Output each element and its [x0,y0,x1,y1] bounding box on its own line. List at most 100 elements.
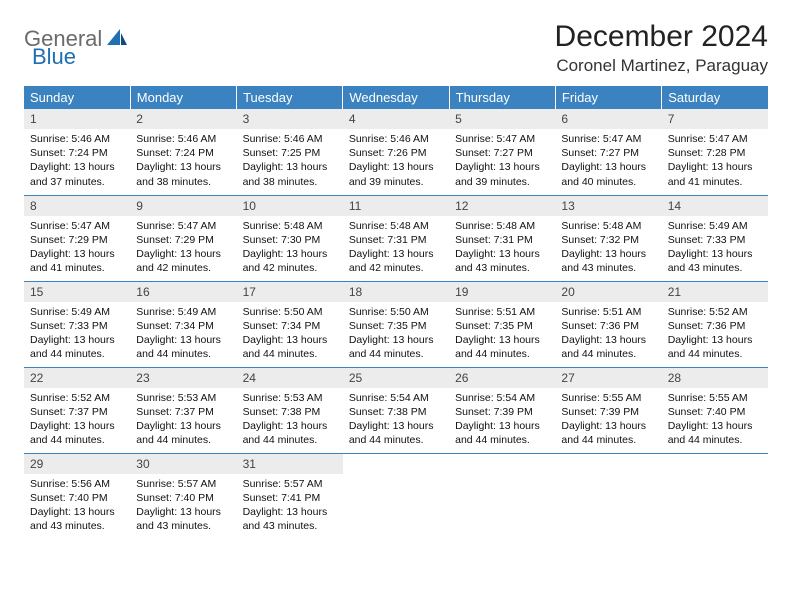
daylight-text: Daylight: 13 hours and 42 minutes. [243,247,337,275]
daylight-text: Daylight: 13 hours and 44 minutes. [349,333,443,361]
location-text: Coronel Martinez, Paraguay [555,56,768,76]
day-body: Sunrise: 5:47 AMSunset: 7:27 PMDaylight:… [555,129,661,193]
sunrise-text: Sunrise: 5:47 AM [668,132,762,146]
day-number: 3 [237,109,343,129]
sunrise-text: Sunrise: 5:48 AM [243,219,337,233]
sunrise-text: Sunrise: 5:57 AM [243,477,337,491]
daylight-text: Daylight: 13 hours and 44 minutes. [561,333,655,361]
sunrise-text: Sunrise: 5:46 AM [136,132,230,146]
sunset-text: Sunset: 7:40 PM [30,491,124,505]
daylight-text: Daylight: 13 hours and 43 minutes. [668,247,762,275]
sunset-text: Sunset: 7:37 PM [136,405,230,419]
daylight-text: Daylight: 13 hours and 44 minutes. [243,419,337,447]
daylight-text: Daylight: 13 hours and 42 minutes. [136,247,230,275]
sunrise-text: Sunrise: 5:53 AM [243,391,337,405]
month-title: December 2024 [555,20,768,54]
calendar-day-cell [555,453,661,539]
daylight-text: Daylight: 13 hours and 43 minutes. [136,505,230,533]
calendar-day-cell [343,453,449,539]
day-number: 12 [449,196,555,216]
daylight-text: Daylight: 13 hours and 44 minutes. [455,333,549,361]
calendar-day-cell: 7Sunrise: 5:47 AMSunset: 7:28 PMDaylight… [662,109,768,195]
sunrise-text: Sunrise: 5:47 AM [136,219,230,233]
calendar-table: Sunday Monday Tuesday Wednesday Thursday… [24,86,768,539]
day-number: 4 [343,109,449,129]
daylight-text: Daylight: 13 hours and 39 minutes. [349,160,443,188]
calendar-day-cell [662,453,768,539]
sunrise-text: Sunrise: 5:46 AM [30,132,124,146]
day-number: 25 [343,368,449,388]
sunrise-text: Sunrise: 5:48 AM [561,219,655,233]
calendar-week-row: 15Sunrise: 5:49 AMSunset: 7:33 PMDayligh… [24,281,768,367]
day-body: Sunrise: 5:46 AMSunset: 7:26 PMDaylight:… [343,129,449,193]
day-number: 16 [130,282,236,302]
calendar-day-cell: 26Sunrise: 5:54 AMSunset: 7:39 PMDayligh… [449,367,555,453]
calendar-day-cell: 21Sunrise: 5:52 AMSunset: 7:36 PMDayligh… [662,281,768,367]
day-number: 13 [555,196,661,216]
day-body: Sunrise: 5:48 AMSunset: 7:32 PMDaylight:… [555,216,661,280]
daylight-text: Daylight: 13 hours and 38 minutes. [243,160,337,188]
day-body: Sunrise: 5:47 AMSunset: 7:29 PMDaylight:… [24,216,130,280]
calendar-day-cell: 12Sunrise: 5:48 AMSunset: 7:31 PMDayligh… [449,195,555,281]
day-body: Sunrise: 5:49 AMSunset: 7:33 PMDaylight:… [24,302,130,366]
weekday-header: Friday [555,86,661,109]
calendar-day-cell: 3Sunrise: 5:46 AMSunset: 7:25 PMDaylight… [237,109,343,195]
sunset-text: Sunset: 7:28 PM [668,146,762,160]
day-number: 23 [130,368,236,388]
weekday-header: Tuesday [237,86,343,109]
day-number: 15 [24,282,130,302]
sunset-text: Sunset: 7:38 PM [349,405,443,419]
sunset-text: Sunset: 7:31 PM [455,233,549,247]
daylight-text: Daylight: 13 hours and 44 minutes. [30,333,124,361]
daylight-text: Daylight: 13 hours and 39 minutes. [455,160,549,188]
day-body: Sunrise: 5:48 AMSunset: 7:31 PMDaylight:… [343,216,449,280]
daylight-text: Daylight: 13 hours and 43 minutes. [30,505,124,533]
day-number: 7 [662,109,768,129]
calendar-day-cell: 2Sunrise: 5:46 AMSunset: 7:24 PMDaylight… [130,109,236,195]
sunrise-text: Sunrise: 5:49 AM [30,305,124,319]
day-number: 11 [343,196,449,216]
sunrise-text: Sunrise: 5:46 AM [243,132,337,146]
daylight-text: Daylight: 13 hours and 44 minutes. [30,419,124,447]
day-body: Sunrise: 5:51 AMSunset: 7:35 PMDaylight:… [449,302,555,366]
day-number: 1 [24,109,130,129]
day-body: Sunrise: 5:48 AMSunset: 7:31 PMDaylight:… [449,216,555,280]
day-number: 22 [24,368,130,388]
sunrise-text: Sunrise: 5:47 AM [561,132,655,146]
daylight-text: Daylight: 13 hours and 43 minutes. [243,505,337,533]
day-body: Sunrise: 5:46 AMSunset: 7:24 PMDaylight:… [24,129,130,193]
day-number: 17 [237,282,343,302]
calendar-day-cell: 1Sunrise: 5:46 AMSunset: 7:24 PMDaylight… [24,109,130,195]
sunset-text: Sunset: 7:39 PM [455,405,549,419]
day-body: Sunrise: 5:55 AMSunset: 7:39 PMDaylight:… [555,388,661,452]
weekday-header: Sunday [24,86,130,109]
sunrise-text: Sunrise: 5:53 AM [136,391,230,405]
sunset-text: Sunset: 7:35 PM [455,319,549,333]
daylight-text: Daylight: 13 hours and 44 minutes. [243,333,337,361]
calendar-day-cell: 11Sunrise: 5:48 AMSunset: 7:31 PMDayligh… [343,195,449,281]
sunrise-text: Sunrise: 5:49 AM [136,305,230,319]
day-number: 28 [662,368,768,388]
sunset-text: Sunset: 7:30 PM [243,233,337,247]
sunrise-text: Sunrise: 5:54 AM [349,391,443,405]
sunset-text: Sunset: 7:24 PM [30,146,124,160]
sunset-text: Sunset: 7:24 PM [136,146,230,160]
sunrise-text: Sunrise: 5:55 AM [561,391,655,405]
daylight-text: Daylight: 13 hours and 44 minutes. [668,419,762,447]
calendar-day-cell: 20Sunrise: 5:51 AMSunset: 7:36 PMDayligh… [555,281,661,367]
sunset-text: Sunset: 7:38 PM [243,405,337,419]
day-number: 31 [237,454,343,474]
day-body: Sunrise: 5:47 AMSunset: 7:28 PMDaylight:… [662,129,768,193]
day-body: Sunrise: 5:55 AMSunset: 7:40 PMDaylight:… [662,388,768,452]
day-number: 21 [662,282,768,302]
weekday-header: Wednesday [343,86,449,109]
calendar-day-cell: 5Sunrise: 5:47 AMSunset: 7:27 PMDaylight… [449,109,555,195]
day-number: 6 [555,109,661,129]
sunset-text: Sunset: 7:40 PM [668,405,762,419]
sunrise-text: Sunrise: 5:52 AM [668,305,762,319]
sunrise-text: Sunrise: 5:54 AM [455,391,549,405]
calendar-week-row: 1Sunrise: 5:46 AMSunset: 7:24 PMDaylight… [24,109,768,195]
sunrise-text: Sunrise: 5:55 AM [668,391,762,405]
daylight-text: Daylight: 13 hours and 44 minutes. [349,419,443,447]
daylight-text: Daylight: 13 hours and 41 minutes. [30,247,124,275]
